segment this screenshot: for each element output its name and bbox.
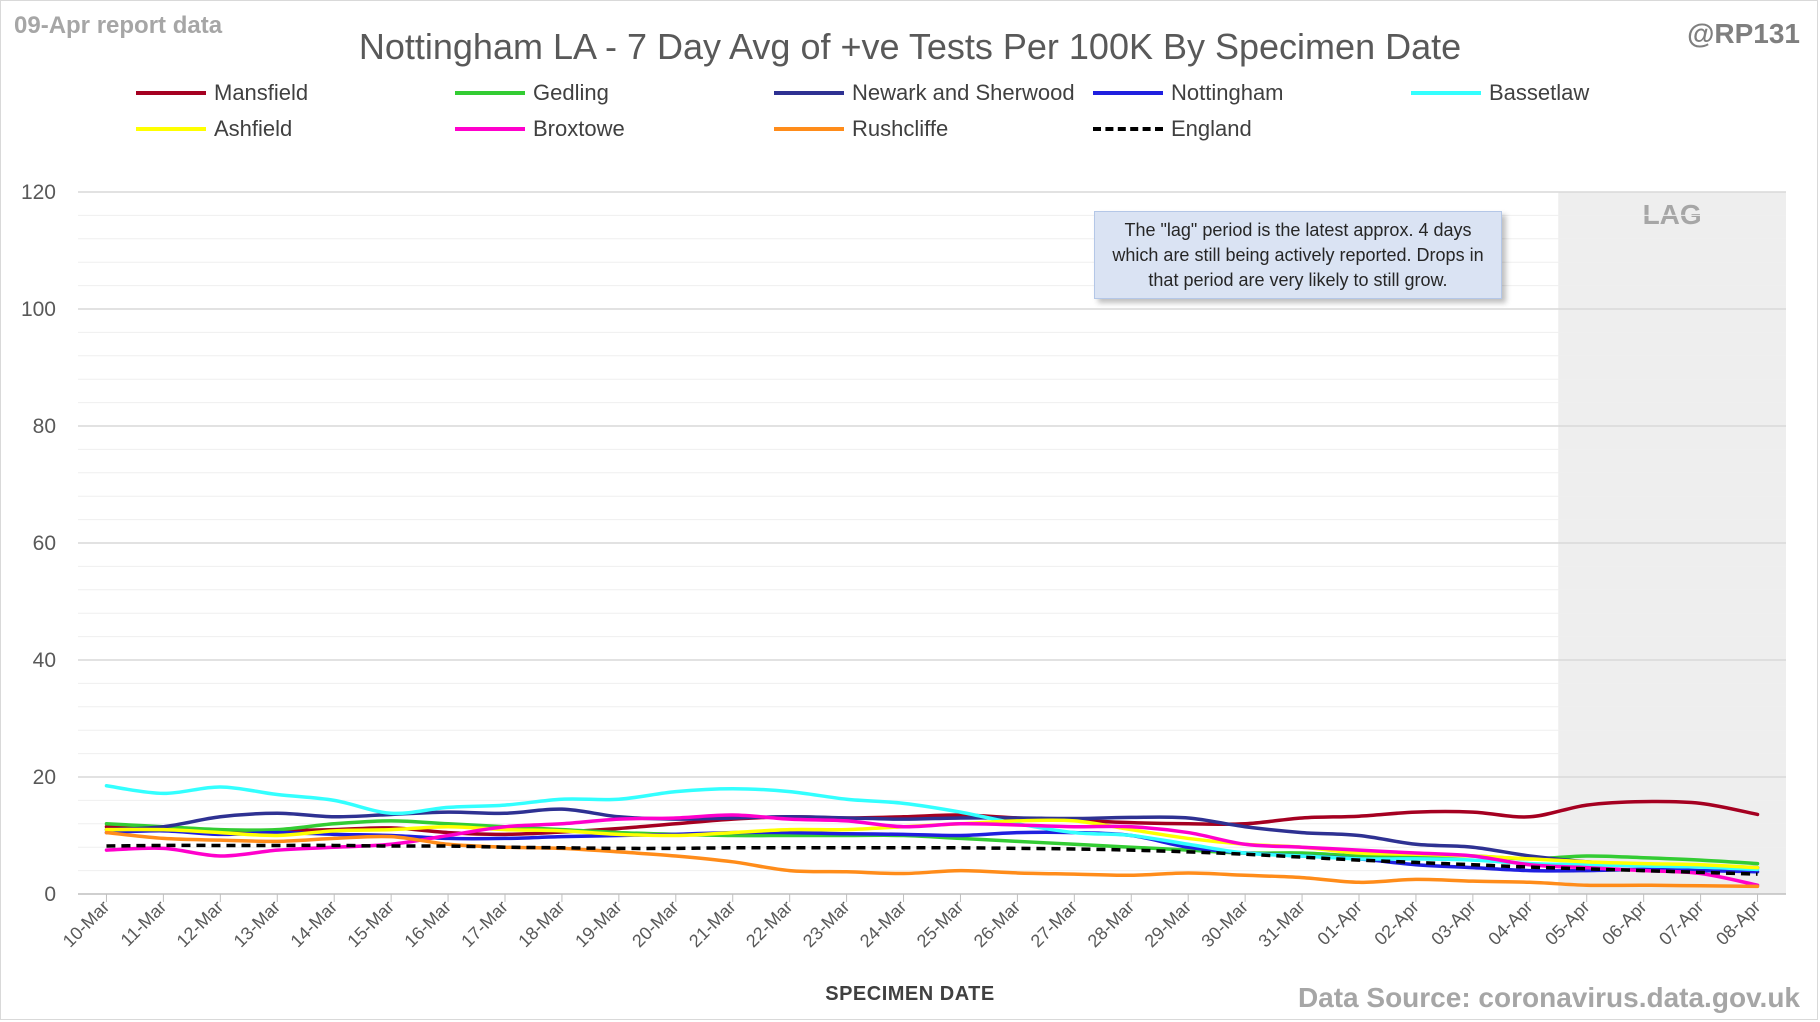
y-tick-label: 80 [33,415,56,438]
legend-item-gedling: Gedling [455,78,609,108]
legend-item-england: England [1093,114,1252,144]
x-tick-label: 12-Mar [173,897,227,951]
x-tick-label: 23-Mar [799,897,853,951]
x-tick-label: 01-Apr [1313,897,1365,949]
x-tick-label: 16-Mar [400,897,454,951]
x-tick-label: 20-Mar [628,897,682,951]
series-line-mansfield [104,799,1760,837]
x-tick-label: 17-Mar [457,897,511,951]
x-tick-label: 02-Apr [1370,897,1422,949]
x-tick-label: 18-Mar [514,897,568,951]
y-tick-label: 100 [21,298,56,321]
x-tick-label: 19-Mar [571,897,625,951]
x-tick-label: 31-Mar [1254,897,1308,951]
x-tick-label: 26-Mar [970,897,1024,951]
series-line-bassetlaw [104,784,1760,872]
x-tick-label: 11-Mar [117,897,171,951]
legend-label: Rushcliffe [852,116,949,141]
author-handle: @RP131 [1687,18,1800,49]
x-tick-label: 08-Apr [1712,897,1764,949]
x-axis-title: SPECIMEN DATE [825,983,995,1005]
legend-swatch [455,127,525,131]
legend-swatch [1093,127,1163,131]
lag-label: LAG [1643,199,1702,230]
legend-swatch [455,91,525,95]
legend-item-newark-and-sherwood: Newark and Sherwood [774,78,1075,108]
legend-swatch [1411,91,1481,95]
legend-swatch [774,127,844,131]
x-tick-label: 07-Apr [1655,897,1707,949]
legend-item-mansfield: Mansfield [136,78,308,108]
legend-item-nottingham: Nottingham [1093,78,1284,108]
legend-label: England [1171,116,1252,141]
series-line-newark-and-sherwood [104,807,1760,870]
x-tick-label: 22-Mar [742,897,796,951]
legend-swatch [136,91,206,95]
x-tick-label: 27-Mar [1027,897,1081,951]
legend-swatch [1093,91,1163,95]
x-tick-label: 05-Apr [1541,897,1593,949]
legend-swatch [136,127,206,131]
y-tick-label: 120 [21,181,56,204]
y-tick-label: 40 [33,649,56,672]
legend-label: Ashfield [214,116,293,141]
x-tick-label: 15-Mar [344,897,398,951]
x-tick-label: 04-Apr [1484,897,1536,949]
x-tick-label: 13-Mar [230,897,284,951]
x-tick-label: 30-Mar [1198,897,1252,951]
legend-label: Mansfield [214,80,309,105]
legend-label: Newark and Sherwood [852,80,1075,105]
x-tick-label: 24-Mar [856,897,910,951]
legend-item-ashfield: Ashfield [136,114,292,144]
legend-swatch [774,91,844,95]
x-tick-label: 25-Mar [913,897,967,951]
x-tick-label: 10-Mar [59,897,113,951]
series-line-rushcliffe [104,830,1760,889]
legend-item-rushcliffe: Rushcliffe [774,114,948,144]
report-date-label: 09-Apr report data [14,12,223,39]
legend-label: Broxtowe [533,116,625,141]
data-source: Data Source: coronavirus.data.gov.uk [1297,982,1800,1013]
x-tick-label: 21-Mar [685,897,739,951]
legend-label: Nottingham [1171,80,1284,105]
legend-item-broxtowe: Broxtowe [455,114,625,144]
y-tick-label: 0 [44,883,56,906]
chart-title: Nottingham LA - 7 Day Avg of +ve Tests P… [358,26,1462,67]
legend-item-bassetlaw: Bassetlaw [1411,78,1589,108]
y-tick-label: 20 [33,766,56,789]
x-tick-label: 14-Mar [287,897,341,951]
lag-note: The "lag" period is the latest approx. 4… [1094,211,1502,299]
legend-label: Gedling [533,80,609,105]
series-line-broxtowe [104,813,1760,887]
x-tick-label: 03-Apr [1427,897,1479,949]
legend-label: Bassetlaw [1489,80,1590,105]
x-tick-label: 29-Mar [1141,897,1195,951]
x-tick-label: 06-Apr [1598,897,1650,949]
series-line-england [106,843,1758,876]
y-tick-label: 60 [33,532,56,555]
x-tick-label: 28-Mar [1084,897,1138,951]
